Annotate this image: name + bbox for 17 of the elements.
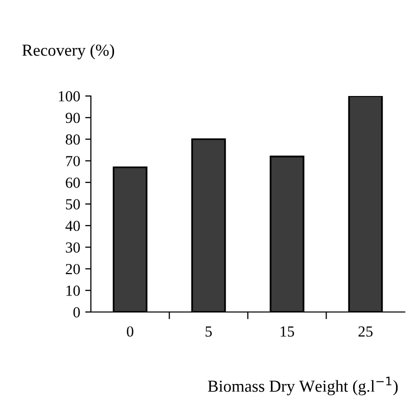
y-tick-label: 20 bbox=[66, 264, 80, 274]
y-tick-label: 30 bbox=[66, 242, 80, 253]
y-tick-label: 0 bbox=[73, 307, 80, 318]
y-tick-label: 80 bbox=[66, 134, 80, 145]
x-axis-title: Biomass Dry Weight (g.l$^{−1}$) bbox=[208, 376, 398, 396]
y-tick-label: 100 bbox=[58, 91, 80, 102]
y-axis-title: Recovery (%) bbox=[22, 44, 114, 60]
y-tick-label: 70 bbox=[66, 156, 80, 166]
y-tick-label: 50 bbox=[66, 199, 80, 210]
x-tick-label: 0 bbox=[126, 326, 134, 337]
x-tick-label: 25 bbox=[358, 326, 373, 337]
x-tick-label: 5 bbox=[206, 326, 212, 337]
y-tick-label: 60 bbox=[66, 178, 80, 188]
y-tick-label: 90 bbox=[66, 112, 80, 124]
y-tick-label: 10 bbox=[66, 286, 80, 296]
x-tick-label: 15 bbox=[280, 326, 294, 337]
y-tick-label: 40 bbox=[65, 220, 80, 232]
